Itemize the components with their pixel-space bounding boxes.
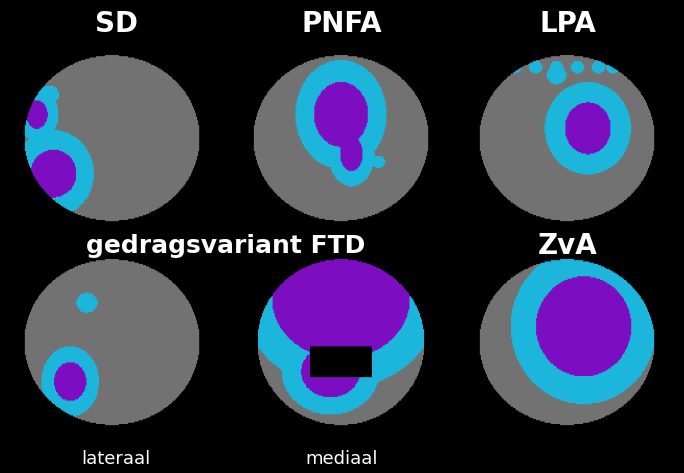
Text: mediaal: mediaal [306,450,378,468]
Text: PNFA: PNFA [302,9,382,38]
Text: lateraal: lateraal [81,450,151,468]
Text: SD: SD [95,9,137,38]
Text: ZvA: ZvA [538,232,598,260]
Text: gedragsvariant FTD: gedragsvariant FTD [86,234,365,258]
Text: LPA: LPA [539,9,596,38]
